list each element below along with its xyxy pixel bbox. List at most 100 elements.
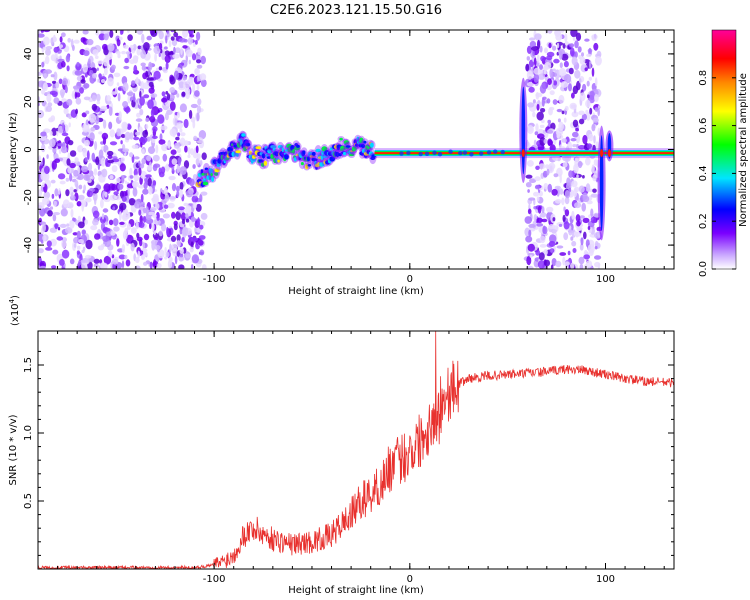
noise-speckle [543,138,548,144]
bottom-y-axis: 0.5 1.0 1.5 [23,350,674,556]
noise-speckle [90,225,98,231]
noise-speckle [197,239,204,246]
ridge-blob [338,153,343,157]
ridge-blob [342,151,347,156]
noise-speckle [563,117,567,123]
noise-speckle [185,253,191,259]
noise-speckle [141,33,145,44]
noise-speckle [75,108,78,115]
noise-speckle [148,87,155,94]
noise-speckle [100,216,106,224]
noise-speckle [190,216,196,223]
noise-speckle [44,69,52,74]
noise-speckle [138,184,146,189]
noise-speckle [578,256,585,265]
noise-speckle [540,55,546,62]
noise-speckle [534,184,540,190]
noise-speckle [582,175,585,179]
noise-speckle [578,110,585,116]
noise-speckle [138,160,141,167]
noise-speckle [40,30,44,33]
noise-speckle [81,249,85,253]
noise-speckle [585,183,591,192]
scale-factor-label: (x104) [8,295,21,326]
noise-speckle [101,168,108,178]
noise-speckle [133,168,138,177]
noise-speckle [192,174,198,181]
noise-speckle [87,162,93,172]
noise-speckle [179,166,187,175]
noise-speckle [101,132,109,140]
colorbar-label: Normalized spectral amplitude [738,73,749,227]
noise-speckle [121,244,126,254]
ridge-blob [300,162,304,166]
noise-speckle [93,263,99,268]
noise-speckle [176,93,180,98]
noise-speckle [196,64,203,69]
noise-speckle [61,237,67,243]
noise-speckle [112,258,119,265]
noise-speckle [66,98,73,106]
noise-speckle [139,163,145,169]
noise-speckle [554,199,562,204]
noise-speckle [172,247,179,257]
noise-speckle [93,258,100,264]
noise-speckle [572,36,576,42]
noise-speckle [103,57,110,67]
noise-speckle [119,211,122,221]
noise-speckle [196,59,202,64]
ridge-blob [306,156,311,162]
svg-text:(x104): (x104) [8,295,21,326]
noise-speckle [124,107,131,113]
noise-speckle [196,112,200,122]
noise-speckle [564,209,570,217]
noise-speckle [169,243,172,254]
noise-speckle [107,159,115,164]
noise-speckle [92,210,100,219]
noise-speckle [39,265,46,269]
noise-speckle [103,30,108,34]
noise-speckle [173,142,180,149]
noise-speckle [584,38,590,42]
noise-speckle [586,143,592,149]
noise-speckle [195,145,199,154]
bottom-x-axis-label: Height of straight line (km) [288,585,424,596]
noise-speckle [41,143,46,153]
noise-speckle [534,176,541,182]
noise-speckle [590,208,594,217]
ridge-blob [293,157,297,162]
noise-speckle [83,184,86,192]
noise-speckle [547,78,552,85]
noise-speckle [187,30,195,35]
noise-speckle [190,237,198,242]
noise-speckle [102,43,108,51]
noise-speckle [558,51,563,60]
noise-speckle [192,164,196,169]
noise-speckle [122,101,129,108]
noise-speckle [533,139,537,147]
noise-speckle [159,133,163,141]
noise-speckle [586,80,590,87]
noise-speckle [49,130,53,136]
ridge-blob [339,137,343,141]
noise-speckle [79,87,84,94]
noise-speckle [135,77,139,84]
noise-speckle [45,55,50,65]
ridge-band-blob [418,151,423,157]
noise-speckle [564,261,570,266]
noise-speckle [158,167,162,175]
noise-speckle [53,97,60,104]
noise-speckle [62,78,68,86]
noise-speckle [82,30,89,35]
noise-speckle [179,253,184,258]
noise-speckle [574,156,580,161]
noise-speckle [86,150,90,160]
ridge-blob [309,151,313,156]
noise-speckle [181,237,185,243]
noise-speckle [552,45,557,51]
noise-speckle [46,154,49,159]
noise-speckle [42,235,47,241]
noise-speckle [200,212,208,220]
noise-speckle [574,40,579,49]
noise-speckle [539,124,545,128]
